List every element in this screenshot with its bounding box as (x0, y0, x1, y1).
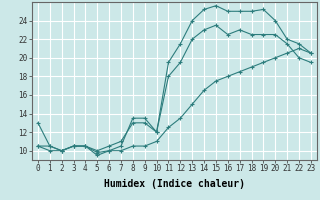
X-axis label: Humidex (Indice chaleur): Humidex (Indice chaleur) (104, 179, 245, 189)
